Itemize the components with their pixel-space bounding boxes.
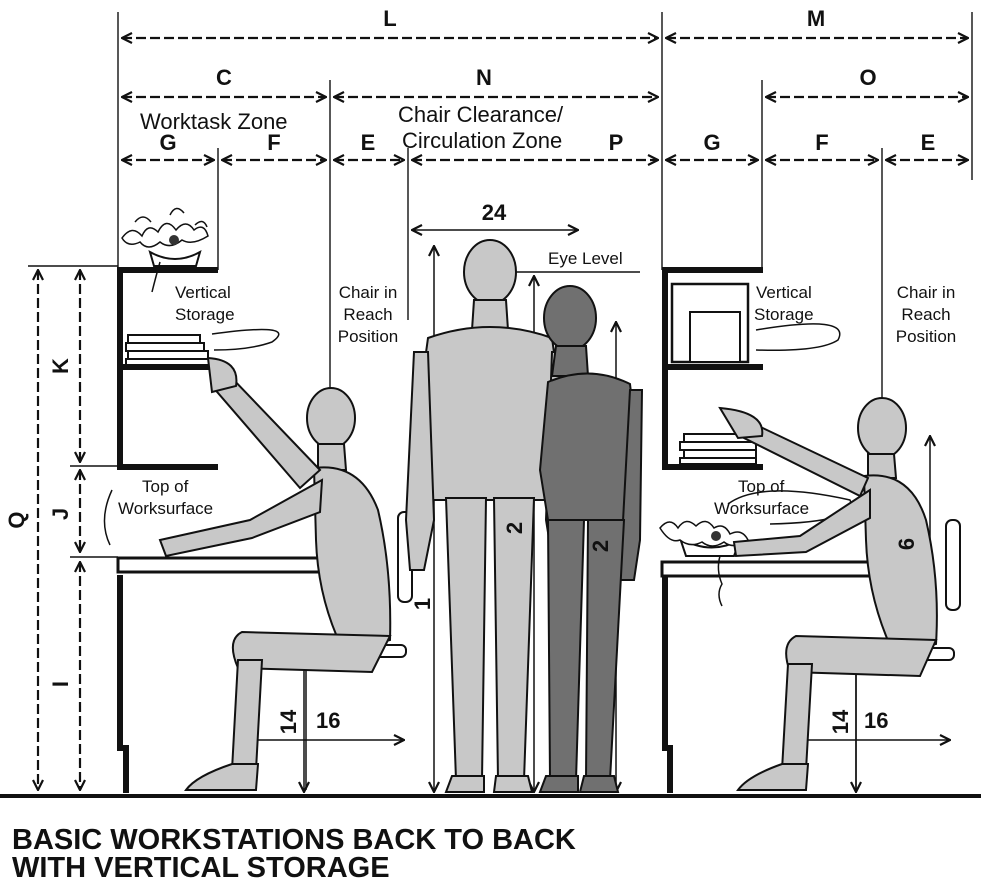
letter-M: M: [807, 6, 825, 31]
top-worksurface-left-1: Top of: [142, 477, 189, 496]
chair-reach-right-1: Chair in: [897, 283, 956, 302]
dim-14-right: 14: [828, 709, 853, 734]
dim-6: 6: [894, 538, 919, 550]
letter-P: P: [609, 130, 624, 155]
dim-2-dark: 2: [588, 540, 613, 552]
extension-lines: [117, 12, 973, 400]
clearance-zone-line2: Circulation Zone: [402, 128, 562, 153]
top-worksurface-left-2: Worksurface: [118, 499, 213, 518]
worktask-zone-label: Worktask Zone: [140, 109, 288, 134]
dim-16-right: 16: [864, 708, 888, 733]
letter-G-right: G: [703, 130, 720, 155]
letter-F-right: F: [815, 130, 828, 155]
chair-reach-left-1: Chair in: [339, 283, 398, 302]
left-workstation: [116, 207, 413, 793]
dim-1: 1: [410, 598, 435, 610]
dimension-numbers: 24 1 2 2 6 14 16 14 16: [276, 200, 919, 734]
chair-reach-right-3: Position: [896, 327, 956, 346]
eye-level-label: Eye Level: [548, 249, 623, 268]
chair-reach-right-2: Reach: [901, 305, 950, 324]
vertical-storage-right-2: Storage: [754, 305, 814, 324]
letter-O: O: [859, 65, 876, 90]
letter-F-left: F: [267, 130, 280, 155]
letter-N: N: [476, 65, 492, 90]
stacked-books-right: [679, 433, 757, 465]
letter-Q: Q: [4, 511, 29, 528]
chair-reach-left-3: Position: [338, 327, 398, 346]
chair-reach-left-2: Reach: [343, 305, 392, 324]
callout-curves: [103, 323, 852, 546]
zone-labels: Worktask Zone Chair Clearance/ Circulati…: [140, 102, 564, 153]
dim-14-left: 14: [276, 709, 301, 734]
standing-figure-dark: [538, 285, 644, 793]
dimension-lines: [28, 38, 968, 790]
caption-line-1: BASIC WORKSTATIONS BACK TO BACK: [12, 824, 576, 856]
seated-figure-left: [158, 356, 392, 791]
seated-figure-right: [718, 397, 938, 791]
vertical-storage-right-1: Vertical: [756, 283, 812, 302]
dim-16-left: 16: [316, 708, 340, 733]
letter-E-right: E: [921, 130, 936, 155]
top-worksurface-right-2: Worksurface: [714, 499, 809, 518]
callout-labels: Vertical Storage Vertical Storage Chair …: [118, 249, 956, 518]
vertical-storage-left-1: Vertical: [175, 283, 231, 302]
vertical-storage-left-2: Storage: [175, 305, 235, 324]
caption-line-2: WITH VERTICAL STORAGE: [12, 852, 390, 884]
dim-2-light: 2: [502, 522, 527, 534]
plant-icon-right: [659, 520, 749, 607]
dimension-letters: L M C N O G F E P G F E K J I Q: [4, 6, 935, 687]
stacked-books: [125, 334, 211, 366]
plant-icon: [121, 207, 209, 293]
letter-G-left: G: [159, 130, 176, 155]
letter-I: I: [48, 681, 73, 687]
letter-E-left: E: [361, 130, 376, 155]
letter-J: J: [48, 508, 73, 520]
clearance-zone-line1: Chair Clearance/: [398, 102, 564, 127]
dim-24: 24: [482, 200, 507, 225]
letter-L: L: [383, 6, 396, 31]
letter-C: C: [216, 65, 232, 90]
top-worksurface-right-1: Top of: [738, 477, 785, 496]
diagram-caption: BASIC WORKSTATIONS BACK TO BACK WITH VER…: [12, 824, 576, 884]
letter-K: K: [48, 358, 73, 374]
